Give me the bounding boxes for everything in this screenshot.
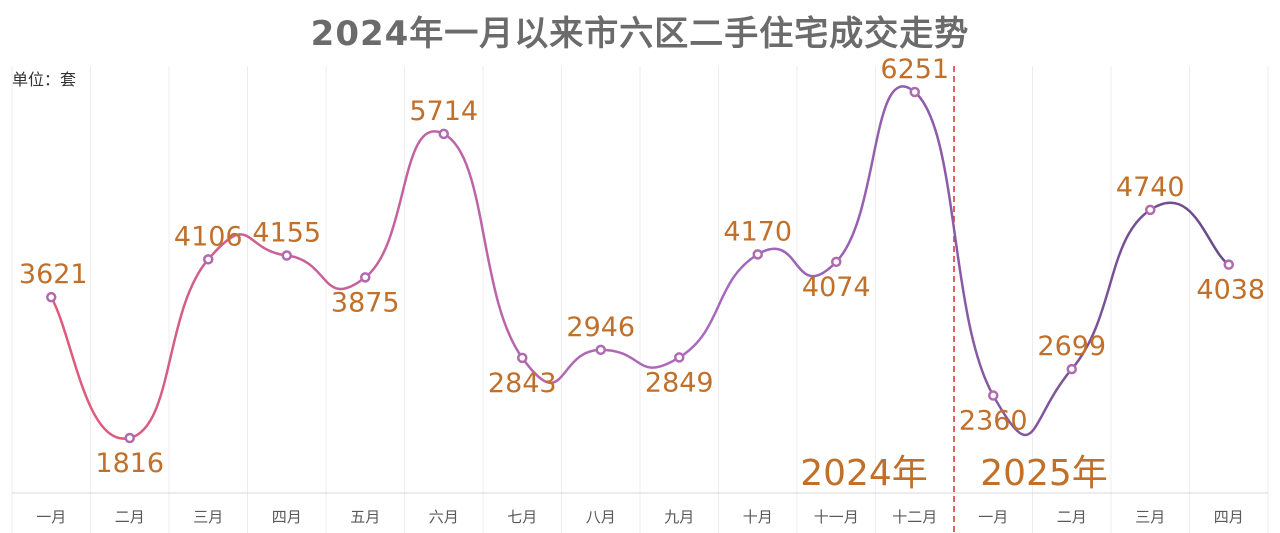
data-point xyxy=(203,254,214,265)
data-point xyxy=(1145,204,1156,216)
x-tick-label: 一月 xyxy=(978,508,1008,526)
data-points xyxy=(46,86,1234,444)
x-tick-label: 一月 xyxy=(36,508,66,526)
data-label: 4155 xyxy=(252,218,321,249)
data-label: 5714 xyxy=(409,96,478,127)
x-tick-label: 二月 xyxy=(1057,508,1087,526)
data-point xyxy=(988,390,999,401)
year-labels: 2024年 2025年 xyxy=(800,453,1108,494)
data-label: 4170 xyxy=(723,216,792,247)
data-point xyxy=(438,128,449,140)
x-tick-label: 五月 xyxy=(350,508,380,526)
data-label: 4038 xyxy=(1196,275,1265,306)
data-point xyxy=(1223,259,1234,270)
data-point xyxy=(831,256,842,268)
data-label: 4106 xyxy=(174,221,243,252)
data-label: 2699 xyxy=(1037,331,1106,362)
data-label: 2849 xyxy=(645,367,714,398)
x-tick-label: 四月 xyxy=(272,508,302,526)
x-tick-label: 七月 xyxy=(507,508,537,526)
data-point xyxy=(46,291,57,303)
data-label: 2946 xyxy=(566,312,635,343)
x-tick-label: 十二月 xyxy=(892,508,937,526)
data-point xyxy=(752,249,763,260)
data-point xyxy=(1066,363,1077,375)
data-point xyxy=(595,344,606,356)
series-line-path xyxy=(50,85,1230,440)
data-label: 3621 xyxy=(19,259,88,290)
data-label: 6251 xyxy=(880,54,949,85)
data-point xyxy=(360,272,371,283)
data-labels: 3621 1816 4106 4155 3875 5714 2843 2946 2849 4170… xyxy=(19,54,1265,479)
data-label: 2843 xyxy=(488,368,557,399)
x-tick-label: 八月 xyxy=(586,508,616,526)
x-tick-label: 三月 xyxy=(1135,508,1165,526)
unit-label: 单位：套 xyxy=(12,70,77,89)
data-point xyxy=(517,352,528,364)
data-point xyxy=(281,250,292,261)
x-tick-label: 三月 xyxy=(193,508,223,526)
data-point xyxy=(124,432,135,444)
data-point xyxy=(909,86,920,98)
x-tick-label: 二月 xyxy=(115,508,145,526)
data-label: 1816 xyxy=(95,448,164,479)
x-tick-label: 十月 xyxy=(743,508,773,526)
data-point xyxy=(674,352,685,363)
year-label: 2024年 xyxy=(800,453,928,494)
grid-lines xyxy=(11,66,1269,533)
chart-title: 2024年一月以来市六区二手住宅成交走势 xyxy=(310,14,970,54)
data-label: 2360 xyxy=(959,406,1028,437)
year-label: 2025年 xyxy=(980,453,1108,494)
x-tick-label: 四月 xyxy=(1214,508,1244,526)
data-label: 3875 xyxy=(331,287,400,318)
data-label: 4740 xyxy=(1116,172,1185,203)
x-tick-label: 十一月 xyxy=(814,508,859,526)
series-line xyxy=(50,85,1230,440)
data-label: 4074 xyxy=(802,272,871,303)
x-tick-labels: 一月 二月 三月 四月 五月 六月 七月 八月 九月 十月 十一月 十二月 一月 二月 三月 四月 xyxy=(36,508,1244,526)
x-tick-label: 九月 xyxy=(664,508,694,526)
x-tick-label: 六月 xyxy=(429,508,459,526)
